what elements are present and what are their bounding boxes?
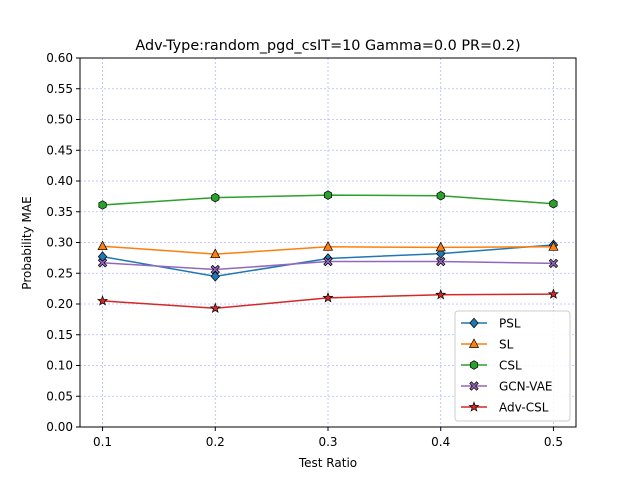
y-tick-label: 0.20 <box>46 297 73 311</box>
data-point-marker <box>548 258 559 269</box>
y-tick-label: 0.35 <box>46 205 73 219</box>
data-point-marker <box>549 199 558 209</box>
legend-marker <box>469 381 479 391</box>
x-tick-label: 0.2 <box>206 435 225 449</box>
data-point-marker <box>210 270 220 282</box>
legend-box <box>454 310 571 422</box>
chart-title: Adv-Type:random_pgd_csIT=10 Gamma=0.0 PR… <box>135 38 520 54</box>
data-point-marker <box>97 258 108 268</box>
y-tick-label: 0.30 <box>46 236 73 250</box>
x-tick-label: 0.5 <box>544 435 563 449</box>
x-tick-label: 0.3 <box>318 435 337 449</box>
data-point-marker <box>548 241 559 251</box>
data-point-marker <box>436 191 445 201</box>
x-tick-label: 0.1 <box>93 435 112 449</box>
legend-label: SL <box>499 338 514 352</box>
axis-ticks: 0.00 0.05 0.10 0.15 0.20 0.25 0.30 0.35 0.40 0.45… <box>46 51 563 449</box>
data-point-marker <box>322 241 334 251</box>
y-tick-label: 0.55 <box>46 82 73 96</box>
data-point-marker <box>323 256 333 267</box>
y-tick-label: 0.05 <box>46 389 73 403</box>
legend-marker <box>469 317 479 329</box>
x-axis-label: Test Ratio <box>298 456 357 470</box>
y-tick-label: 0.40 <box>46 174 73 188</box>
series-gcn-vae <box>97 256 559 275</box>
y-tick-label: 0.25 <box>46 266 73 280</box>
data-point-marker <box>210 264 220 275</box>
legend-item: PSL <box>461 317 521 331</box>
data-point-marker <box>97 240 108 251</box>
data-point-marker <box>98 200 107 210</box>
legend-marker <box>469 360 479 370</box>
legend-item: Adv-CSL <box>461 401 549 415</box>
data-point-marker <box>322 292 334 303</box>
data-point-marker <box>436 256 446 267</box>
data-point-marker <box>435 241 446 252</box>
data-point-marker <box>209 302 221 314</box>
legend-item: SL <box>461 338 514 352</box>
legend-marker <box>468 338 480 348</box>
data-point-marker <box>435 288 447 300</box>
legend-label: Adv-CSL <box>499 401 549 415</box>
series-adv-csl <box>97 288 559 314</box>
y-tick-label: 0.45 <box>46 143 73 157</box>
x-tick-label: 0.4 <box>431 435 450 449</box>
legend: PSL SL CSL GCN-VAE Adv-CSL <box>454 310 571 422</box>
legend-label: PSL <box>499 317 521 331</box>
y-tick-label: 0.60 <box>46 51 73 65</box>
legend-marker <box>468 401 480 412</box>
y-tick-label: 0.50 <box>46 113 73 127</box>
series-group <box>97 190 559 314</box>
y-tick-label: 0.10 <box>46 359 73 373</box>
legend-item: CSL <box>461 359 522 373</box>
legend-item: GCN-VAE <box>461 380 553 394</box>
series-csl <box>98 190 558 210</box>
data-point-marker <box>547 288 559 299</box>
y-tick-label: 0.00 <box>46 420 73 434</box>
data-point-marker <box>323 190 333 200</box>
legend-label: CSL <box>499 359 522 373</box>
data-point-marker <box>211 192 220 203</box>
data-point-marker <box>97 295 109 306</box>
y-axis-label: Probability MAE <box>20 196 34 289</box>
data-point-marker <box>210 248 221 259</box>
legend-label: GCN-VAE <box>499 380 553 394</box>
series-sl <box>97 240 559 259</box>
y-tick-label: 0.15 <box>46 328 73 342</box>
